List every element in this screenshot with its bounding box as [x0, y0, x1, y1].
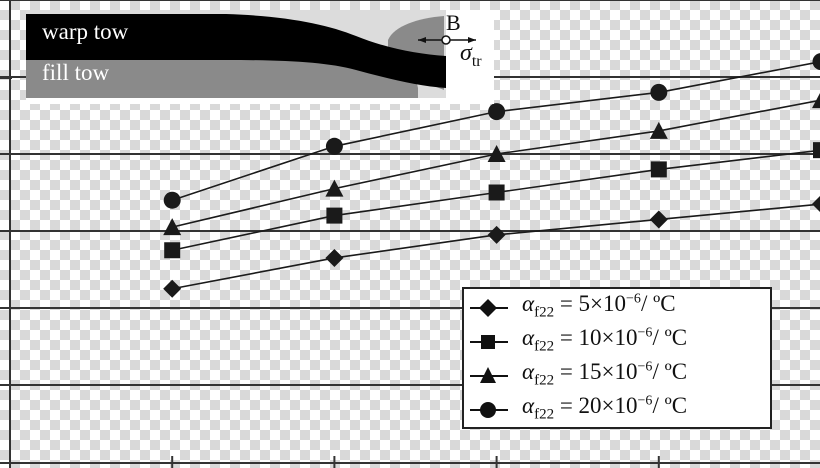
legend-marker-triangle — [470, 367, 508, 383]
legend-entry: αf22 = 20×10−6/ ºC — [464, 393, 770, 427]
legend-label: αf22 = 20×10−6/ ºC — [522, 393, 688, 423]
data-point-square — [326, 207, 343, 224]
data-point-diamond — [325, 248, 344, 267]
data-point-diamond — [649, 210, 668, 229]
data-point-triangle — [812, 92, 820, 109]
legend: αf22 = 5×10−6/ ºC αf22 = 10×10−6/ ºC αf2… — [462, 287, 772, 429]
data-point-triangle — [163, 218, 182, 236]
data-point-triangle — [325, 179, 344, 197]
warp-tow-label: warp tow — [42, 19, 129, 44]
data-point-diamond — [487, 225, 506, 244]
data-point-triangle — [487, 145, 506, 162]
legend-label: αf22 = 15×10−6/ ºC — [522, 359, 688, 389]
data-point-square — [488, 184, 505, 201]
tow-geometry-inset: warp tow fill tow B σtr — [26, 10, 494, 104]
sigma-tr-label: σtr — [460, 40, 482, 70]
data-point-square — [650, 161, 667, 178]
legend-entry: αf22 = 5×10−6/ ºC — [464, 291, 770, 325]
legend-marker-circle — [470, 402, 508, 418]
fill-tow-label: fill tow — [42, 60, 110, 85]
legend-marker-square — [470, 335, 508, 349]
data-point-circle — [325, 137, 343, 155]
data-point-circle — [488, 103, 506, 121]
data-point-diamond — [163, 279, 182, 298]
data-point-circle — [812, 53, 820, 71]
point-b-label: B — [446, 10, 461, 35]
legend-entry: αf22 = 10×10−6/ ºC — [464, 325, 770, 359]
warp-tow-shape — [26, 14, 446, 88]
chart-series — [163, 53, 820, 298]
data-point-circle — [163, 191, 181, 209]
legend-entry: αf22 = 15×10−6/ ºC — [464, 359, 770, 393]
data-point-square — [813, 142, 820, 159]
data-point-triangle — [649, 121, 668, 139]
data-point-diamond — [812, 196, 820, 213]
arrow-head-left — [418, 37, 426, 43]
legend-label: αf22 = 5×10−6/ ºC — [522, 291, 676, 321]
tow-schematic — [26, 10, 476, 98]
data-point-square — [164, 242, 181, 259]
legend-label: αf22 = 10×10−6/ ºC — [522, 325, 688, 355]
point-b-marker — [441, 35, 451, 45]
data-point-circle — [650, 83, 668, 101]
arrow-head-right — [468, 37, 476, 43]
x-axis-ticks — [0, 77, 660, 468]
legend-marker-diamond — [470, 299, 508, 317]
